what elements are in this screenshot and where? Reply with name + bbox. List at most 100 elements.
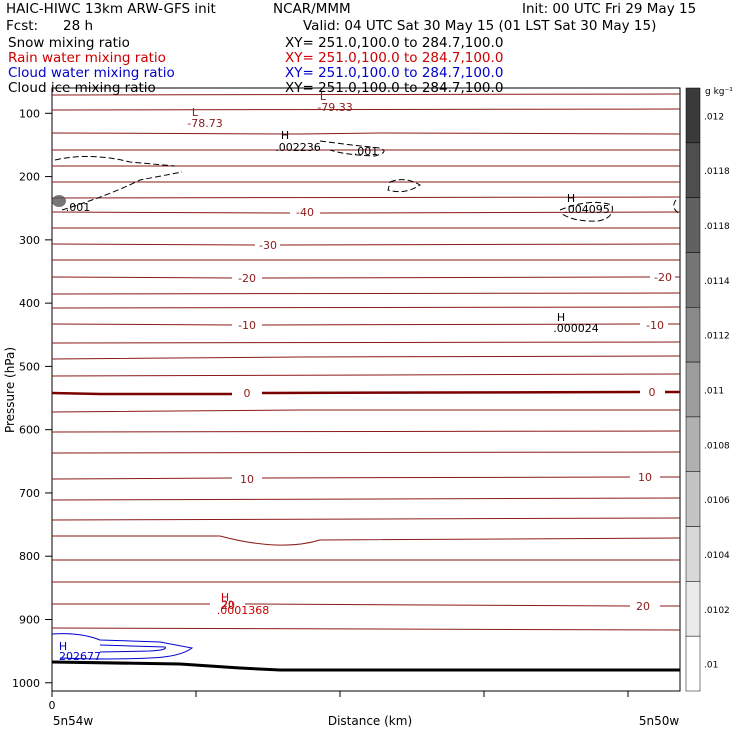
colorbar-label: .0112 [704, 332, 730, 342]
isotherm [51, 108, 681, 111]
isotherm [52, 535, 681, 546]
org-label: NCAR/MMM [273, 1, 351, 17]
field-rain-xy: XY= 251.0,100.0 to 284.7,100.0 [285, 50, 504, 66]
colorbar-label: .012 [704, 112, 724, 122]
isotherm [51, 132, 681, 135]
y-tick-label: 100 [19, 107, 40, 120]
colorbar-swatch [685, 252, 701, 308]
colorbar-swatch [685, 581, 701, 637]
colorbar-label: .0118 [704, 222, 730, 232]
high-value: .002236 [275, 141, 321, 154]
x-axis-label: Distance (km) [328, 714, 412, 728]
y-tick-label: 800 [19, 550, 40, 563]
isotherm [51, 497, 681, 501]
isotherm [51, 627, 681, 631]
colorbar-swatch [685, 197, 701, 253]
temp-label: 10 [638, 471, 652, 484]
isotherm [51, 323, 680, 326]
isotherm [51, 517, 681, 521]
temp-label: 20 [636, 600, 650, 613]
small-label: 20 [222, 600, 234, 610]
valid-time: Valid: 04 UTC Sat 30 May 15 (01 LST Sat … [303, 18, 657, 34]
isotherm [51, 451, 681, 454]
y-tick-label: 500 [19, 360, 40, 373]
small-label: .001 [66, 201, 91, 214]
x-tick-0: 0 [49, 699, 56, 712]
terrain-line [51, 660, 680, 672]
cloud-water-contour-inner [99, 644, 166, 653]
y-axis: 100 200 300 400 500 600 700 800 900 1000 [12, 107, 52, 690]
field-snow: Snow mixing ratio [8, 35, 130, 51]
y-tick-label: 1000 [12, 677, 40, 690]
extrema-labels: L -78.73 L -79.33 H .002236 .001 .001 H … [59, 90, 610, 663]
colorbar-swatch [685, 307, 701, 363]
isotherm [51, 292, 681, 295]
high-value: .000024 [553, 322, 599, 335]
low-value: -79.33 [317, 101, 352, 114]
isotherm [51, 409, 680, 413]
high-value: 202677 [59, 650, 101, 663]
isotherm [51, 243, 681, 246]
small-label: .001 [354, 145, 379, 158]
isotherm [51, 196, 681, 199]
temp-label: 0 [244, 387, 251, 400]
field-cloud-water-xy: XY= 251.0,100.0 to 284.7,100.0 [285, 65, 504, 81]
y-tick-label: 200 [19, 171, 40, 184]
colorbar-unit: g kg⁻¹ [705, 87, 733, 97]
high-marker: H [557, 311, 565, 324]
colorbar-swatch [685, 471, 701, 527]
colorbar-swatch [685, 416, 701, 472]
isotherm [51, 93, 681, 96]
low-marker: L [192, 106, 199, 119]
temp-label: -10 [646, 319, 664, 332]
colorbar-swatch [685, 142, 701, 198]
temp-label: 10 [240, 473, 254, 486]
colorbar-label: .011 [704, 387, 724, 397]
high-marker: H [59, 640, 67, 653]
colorbar: .012 .0118 .0118 .0114 .0112 .011 .0108 .0106 .0… [685, 87, 730, 692]
temp-label: 0 [649, 386, 656, 399]
high-value: .0001368 [217, 604, 270, 617]
x-endpoint-right: 5n50w [639, 714, 680, 728]
high-marker: H [567, 192, 575, 205]
plot-frame [51, 87, 681, 692]
colorbar-swatch [685, 87, 701, 144]
isotherm [51, 341, 681, 344]
cloud-water-contour [51, 633, 194, 660]
colorbar-label: .0106 [704, 496, 730, 506]
y-tick-label: 900 [19, 614, 40, 627]
y-tick-label: 600 [19, 424, 40, 437]
isotherm [51, 430, 681, 433]
colorbar-label: .0104 [704, 551, 730, 561]
high-marker: H [281, 129, 289, 142]
isotherm [51, 373, 681, 377]
temperature-contours [51, 93, 681, 631]
colorbar-label: .01 [704, 661, 718, 671]
colorbar-swatch [685, 635, 701, 692]
fcst-label: Fcst: [6, 18, 39, 34]
isotherm [51, 306, 681, 309]
x-axis [51, 691, 629, 697]
colorbar-swatch [685, 526, 701, 582]
init-time: Init: 00 UTC Fri 29 May 15 [522, 1, 697, 17]
isotherm [51, 476, 680, 480]
colorbar-label: .0102 [704, 606, 730, 616]
low-value: -78.73 [187, 117, 222, 130]
y-tick-label: 700 [19, 487, 40, 500]
temp-label: -30 [259, 239, 277, 252]
cloud-ice-contours [54, 140, 681, 222]
model-title: HAIC-HIWC 13km ARW-GFS init [6, 1, 216, 17]
field-cloud-water: Cloud water mixing ratio [8, 65, 175, 81]
isotherm [51, 355, 681, 360]
temperature-labels: -40 -30 -20 -20 -10 -10 0 0 10 10 20 20 [221, 206, 672, 613]
field-snow-xy: XY= 251.0,100.0 to 284.7,100.0 [285, 35, 504, 51]
temp-label: 20 [221, 599, 235, 612]
low-marker: L [320, 90, 327, 103]
y-tick-label: 400 [19, 297, 40, 310]
isotherm [52, 603, 680, 607]
temp-label: -20 [654, 271, 672, 284]
freezing-level-line [51, 390, 680, 396]
temp-label: -40 [296, 206, 314, 219]
fcst-value: 28 h [63, 18, 94, 34]
